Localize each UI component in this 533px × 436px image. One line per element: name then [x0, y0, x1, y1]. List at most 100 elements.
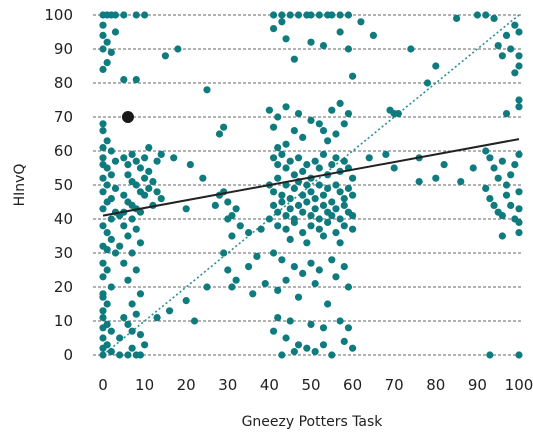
data-point [324, 137, 332, 145]
data-point [511, 21, 519, 29]
data-point [128, 249, 136, 257]
data-point [120, 222, 128, 230]
data-point [99, 21, 107, 29]
data-point [282, 334, 290, 342]
data-point [274, 286, 282, 294]
data-point [511, 69, 519, 77]
data-point [111, 28, 120, 36]
data-point [486, 154, 494, 162]
data-point [307, 116, 315, 124]
data-point [245, 263, 253, 271]
data-point [111, 157, 120, 165]
x-tick-label-20: 20 [177, 376, 196, 394]
data-point [103, 246, 111, 254]
y-tick-label-30: 30 [54, 244, 73, 262]
data-point [265, 106, 273, 114]
data-point [269, 249, 278, 257]
y-tick-label-50: 50 [54, 176, 73, 194]
data-point [124, 171, 132, 179]
data-point [190, 317, 199, 325]
data-point [99, 307, 107, 315]
data-point [220, 249, 228, 257]
data-point [486, 195, 494, 203]
data-point [224, 266, 232, 274]
data-point [340, 157, 348, 165]
data-point [332, 273, 340, 281]
data-point [224, 198, 232, 206]
x-tick-label-40: 40 [260, 376, 279, 394]
data-point [315, 181, 323, 189]
data-point [315, 225, 323, 233]
data-point [120, 154, 128, 162]
data-point [269, 25, 278, 33]
data-point [153, 314, 161, 322]
x-tick-label-10: 10 [135, 376, 154, 394]
data-point [290, 171, 298, 179]
data-point [319, 232, 328, 240]
data-point [344, 283, 353, 291]
data-point [328, 212, 336, 220]
data-point [153, 188, 161, 196]
data-point [136, 331, 145, 339]
data-point [170, 154, 178, 162]
data-point [103, 300, 111, 308]
data-point [324, 218, 332, 226]
data-point [332, 130, 340, 138]
data-point [498, 52, 506, 60]
data-point [99, 144, 107, 152]
data-point [357, 18, 365, 26]
data-point [286, 11, 294, 19]
data-point [344, 110, 353, 118]
data-point [136, 351, 145, 359]
data-point [103, 266, 111, 274]
data-point [282, 35, 290, 43]
data-point [365, 154, 373, 162]
data-point [116, 351, 124, 359]
data-point [245, 229, 253, 237]
data-point [502, 181, 511, 189]
data-point [294, 110, 303, 118]
x-tick-label-60: 60 [343, 376, 362, 394]
data-point [290, 184, 298, 192]
data-point [473, 11, 481, 19]
data-point [407, 45, 415, 53]
data-point [307, 222, 315, 230]
data-point [502, 191, 511, 199]
data-point [107, 48, 115, 57]
data-point [128, 215, 136, 223]
data-point [324, 300, 332, 308]
data-point [274, 174, 282, 182]
data-point [165, 307, 174, 315]
data-point [103, 59, 111, 67]
data-point [120, 314, 128, 322]
data-point [340, 337, 348, 345]
data-point [290, 348, 298, 356]
data-point [274, 161, 282, 169]
y-tick-label-100: 100 [44, 6, 73, 24]
data-point [107, 215, 115, 223]
data-point [278, 11, 286, 19]
data-point [99, 174, 107, 182]
data-point [307, 320, 315, 328]
data-point [311, 280, 319, 288]
data-point [99, 222, 107, 230]
data-point [515, 218, 523, 226]
data-point [299, 191, 307, 199]
y-axis-label: HInvQ [12, 164, 28, 207]
data-point [99, 314, 107, 322]
data-point [498, 232, 506, 240]
data-point [294, 341, 303, 349]
data-point [299, 208, 307, 216]
data-point [111, 184, 120, 192]
data-point [99, 154, 107, 162]
data-point [344, 324, 353, 332]
data-point [278, 18, 286, 26]
data-point [486, 351, 494, 359]
data-point [228, 232, 236, 240]
data-point [132, 157, 140, 165]
data-point [319, 324, 328, 332]
data-point [220, 123, 228, 131]
data-point [124, 320, 132, 328]
data-point [490, 201, 498, 209]
